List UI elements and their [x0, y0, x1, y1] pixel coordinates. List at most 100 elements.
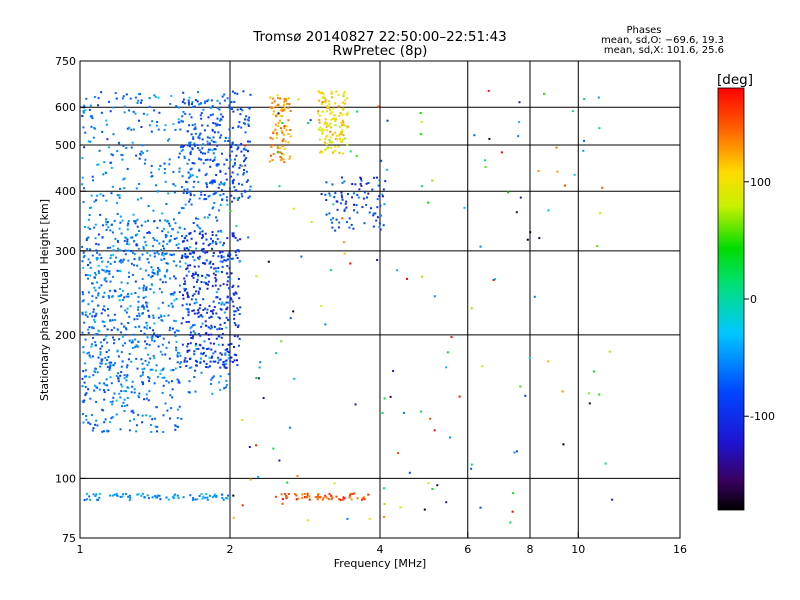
echo-point [95, 344, 97, 347]
echo-point [344, 102, 346, 105]
echo-point [205, 331, 208, 334]
echo-point [445, 366, 448, 369]
echo-point [601, 186, 604, 189]
echo-point [175, 329, 178, 332]
echo-point [206, 273, 209, 276]
echo-point [168, 329, 171, 332]
echo-point [331, 111, 334, 114]
echo-point [233, 322, 236, 324]
echo-point [479, 506, 482, 509]
echo-point [111, 403, 114, 406]
echo-point [235, 354, 238, 357]
echo-point [164, 353, 167, 356]
echo-point [181, 100, 184, 103]
echo-point [164, 236, 167, 239]
echo-point [346, 97, 349, 99]
echo-point [376, 198, 379, 201]
echo-point [243, 160, 245, 163]
echo-point [360, 179, 363, 182]
echo-point [210, 356, 213, 359]
echo-point [342, 123, 345, 126]
echo-point [192, 330, 195, 333]
echo-point [168, 158, 171, 161]
echo-point [106, 430, 109, 433]
echo-point [236, 198, 239, 201]
echo-point [203, 216, 206, 219]
echo-point [138, 183, 141, 185]
echo-point [227, 373, 230, 376]
echo-point [220, 118, 223, 121]
echo-point [220, 230, 223, 233]
echo-point [100, 362, 103, 365]
echo-point [89, 423, 92, 426]
echo-point [105, 270, 108, 273]
echo-point [237, 182, 240, 185]
echo-point [321, 151, 324, 154]
echo-point [184, 262, 187, 265]
echo-point [219, 366, 222, 369]
echo-point [342, 108, 345, 111]
echo-point [87, 331, 90, 334]
echo-point [199, 360, 202, 363]
echo-point [181, 256, 184, 259]
echo-point [163, 162, 166, 165]
echo-point [206, 124, 209, 127]
echo-point [225, 159, 228, 161]
echo-point [492, 279, 495, 281]
echo-point [248, 189, 251, 192]
echo-point [561, 390, 564, 393]
echo-point [358, 188, 361, 191]
echo-point [125, 390, 127, 393]
echo-point [178, 362, 181, 365]
echo-point [137, 247, 140, 250]
echo-point [215, 291, 218, 294]
echo-point [94, 237, 97, 240]
echo-point [301, 496, 304, 499]
echo-point [109, 364, 112, 367]
echo-point [221, 333, 224, 335]
echo-point [95, 199, 98, 202]
echo-point [136, 198, 139, 201]
echo-point [248, 140, 251, 143]
echo-point [187, 99, 190, 102]
echo-point [163, 247, 165, 250]
echo-point [194, 132, 197, 135]
echo-point [127, 259, 130, 262]
y-tick-label: 750 [55, 55, 76, 68]
echo-point [537, 170, 540, 173]
echo-point [240, 150, 243, 153]
echo-point [176, 354, 179, 357]
echo-point [181, 148, 184, 151]
echo-point [131, 236, 134, 239]
echo-point [349, 492, 352, 495]
echo-point [151, 368, 154, 371]
echo-point [170, 293, 173, 295]
echo-point [163, 128, 166, 131]
echo-point [246, 179, 249, 182]
echo-point [152, 269, 155, 271]
echo-point [344, 202, 347, 205]
echo-point [87, 351, 90, 354]
echo-point [321, 498, 324, 501]
echo-point [131, 273, 134, 276]
echo-point [89, 104, 92, 107]
echo-point [152, 354, 155, 357]
echo-point [190, 336, 193, 339]
echo-point [124, 309, 127, 312]
echo-point [244, 190, 247, 193]
echo-point [192, 222, 195, 224]
echo-point [321, 128, 324, 131]
echo-point [238, 259, 241, 262]
echo-point [175, 244, 178, 246]
echo-point [109, 161, 112, 164]
echo-point [342, 121, 345, 124]
echo-point [408, 471, 411, 474]
echo-point [94, 385, 97, 388]
echo-point [150, 130, 153, 133]
echo-point [329, 194, 332, 197]
echo-point [188, 103, 190, 106]
echo-point [138, 312, 140, 315]
echo-point [143, 367, 146, 370]
x-tick-label: 4 [377, 543, 384, 556]
